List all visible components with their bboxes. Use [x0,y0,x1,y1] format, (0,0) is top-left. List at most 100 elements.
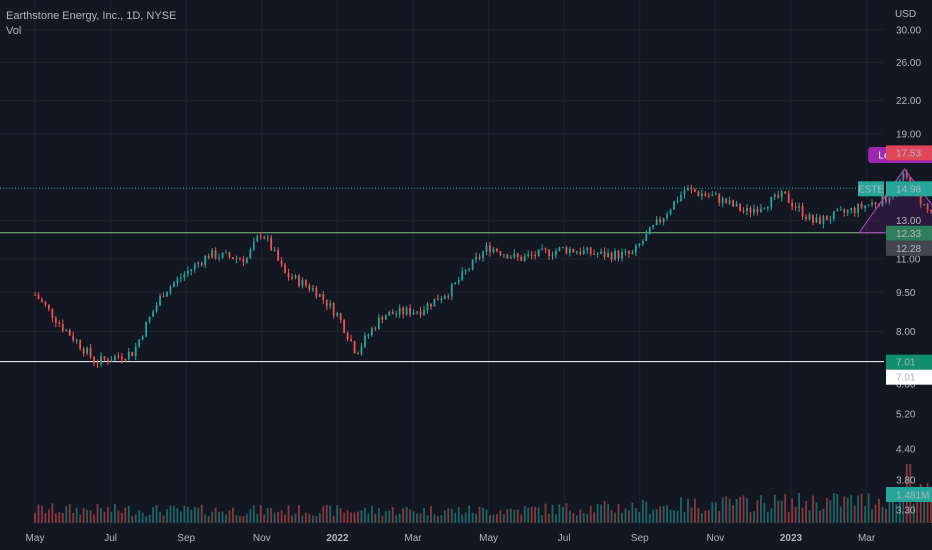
candle-body [860,203,863,208]
candle-body [683,190,686,195]
volume-bar [152,507,154,523]
volume-bar [193,507,196,523]
symbol-title[interactable]: Earthstone Energy, Inc., 1D, NYSE [6,10,177,22]
volume-bar [794,506,797,523]
volume-bar [725,496,728,523]
price-axis[interactable]: 30.00 26.00 22.00 19.00 13.00 11.00 9.50 8.00 [896,25,921,338]
volume-bar [402,508,405,523]
candle-body [68,330,71,336]
candle-body [822,216,825,224]
candle-body [197,262,200,265]
candle-body [763,208,766,210]
time-tick-label: Sep [631,533,649,544]
volume-bar [926,483,929,523]
volume-bar [596,504,599,523]
time-tick-label: Sep [177,533,195,544]
volume-bar [815,502,818,523]
candle-body [325,299,328,307]
volume-bar [916,495,919,523]
volume-bar [673,510,675,523]
time-tick-label: Mar [858,533,876,544]
candle-body [332,303,335,316]
volume-bar [127,506,130,523]
candle-body [51,308,54,319]
volume-bar [34,512,36,523]
candle-body [384,315,387,320]
volume-bar [638,511,641,523]
candle-body [857,203,860,214]
volume-indicator-label[interactable]: Vol [6,25,22,37]
candle-body [756,208,759,212]
candle-body [492,248,495,252]
candle-body [502,254,505,256]
last-price-badge [886,181,932,197]
volume-bar [61,512,64,523]
volume-bar [138,510,141,523]
candle-body [152,311,154,317]
candle-body [402,307,405,315]
volume-bar [694,498,696,523]
volume-bar [235,515,238,523]
candle-body [544,248,547,250]
candle-body [753,208,755,213]
candle-body [235,258,238,260]
volume-bar [75,507,78,523]
candle-body [593,253,596,255]
candle-body [638,244,641,246]
volume-bar [405,507,408,523]
volume-bar [398,513,401,523]
volume-bar [687,498,689,523]
volume-bar [93,514,95,523]
volume-bar [440,515,443,523]
candle-body [728,200,731,204]
candle-body [725,198,728,204]
target-white-price-label: 7.01 [896,373,916,384]
candle-body [825,216,828,221]
volume-bar [843,496,846,523]
candle-body [853,208,856,214]
volume-bar [586,514,589,523]
candle-body [318,294,321,297]
volume-bar [489,515,491,523]
volume-bar [412,511,415,523]
candle-body [218,257,220,259]
volume-bar [315,516,318,523]
candle-body [746,207,748,212]
time-axis[interactable]: May Jul Sep Nov 2022 Mar May Jul Sep Nov 2023 Mar [26,533,876,544]
volume-bar [878,498,880,523]
volume-bar [350,512,352,523]
candle-body [732,200,735,207]
candle-body [159,296,161,306]
volume-bar [419,513,422,523]
candle-body [690,188,693,190]
volume-bar [839,506,842,523]
candle-body [162,296,165,298]
candle-body [812,214,814,223]
volume-bar [58,512,61,523]
candle-body [228,252,231,258]
volume-bar [770,508,773,523]
time-tick-label: 2022 [326,533,349,544]
candle-body [457,280,460,283]
volume-bar [110,511,113,523]
volume-bar [832,493,835,523]
candle-body [843,209,846,213]
candle-body [245,258,248,263]
volume-bar [305,512,307,523]
candle-body [371,328,373,335]
volume-bar [336,505,339,523]
candle-body [634,245,637,253]
stop-price-badge [886,145,932,161]
volume-bar [760,495,762,523]
volume-bar [270,508,273,523]
volume-bar [381,515,384,523]
candle-body [294,275,297,279]
volume-bar [700,513,703,523]
candle-body [589,247,592,254]
volume-bar [478,506,481,523]
volume-bar [513,509,516,523]
volume-bar [739,496,741,523]
volume-bar [461,514,464,523]
candle-body [339,313,342,321]
